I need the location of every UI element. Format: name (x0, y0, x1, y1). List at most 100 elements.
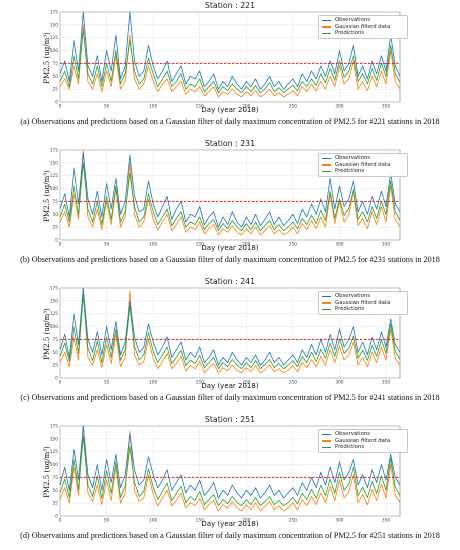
series-line-observations (59, 11, 401, 90)
series-line-predictions (59, 435, 401, 507)
x-tick-label: 350 (382, 104, 390, 110)
x-tick-label: 50 (104, 104, 110, 110)
x-tick-label: 200 (242, 518, 250, 524)
y-tick-label: 25 (53, 501, 59, 507)
legend-swatch (322, 157, 331, 159)
series-line-observations (59, 287, 401, 366)
x-tick-label: 100 (149, 518, 157, 524)
chart-panel-221: Station : 221 0 25 50 75 100 125 150 175 0 50 100 1… (0, 0, 460, 134)
series-line-gaussian (59, 24, 401, 98)
legend-swatch (322, 164, 331, 166)
legend-swatch (322, 171, 331, 173)
legend-swatch (322, 440, 331, 442)
figure-caption: (b) Observations and predictions based o… (20, 255, 440, 264)
legend-entry-observations: Observations (322, 293, 404, 300)
x-tick-label: 50 (104, 518, 110, 524)
x-tick-label: 250 (289, 242, 297, 248)
series-line-predictions (59, 295, 401, 370)
chart-title: Station : 231 (204, 139, 256, 148)
x-tick-label: 100 (149, 380, 157, 386)
chart-title: Station : 241 (204, 277, 256, 286)
legend-entry-gaussian: Gaussian filterd data (322, 24, 404, 31)
chart-title: Station : 251 (204, 415, 256, 424)
y-tick-label: 0 (55, 514, 58, 520)
legend-entry-observations: Observations (322, 17, 404, 24)
x-axis-label: Day (year 2018) (201, 106, 259, 114)
x-tick-label: 150 (196, 104, 204, 110)
y-axis-label: PM2.5 (ug/m³) (43, 32, 51, 84)
series-line-predictions (59, 162, 401, 232)
y-tick-label: 125 (50, 173, 58, 179)
y-axis-label: PM2.5 (ug/m³) (43, 170, 51, 222)
x-tick-label: 300 (335, 104, 343, 110)
chart-title: Station : 221 (204, 1, 256, 10)
y-tick-label: 75 (53, 61, 59, 67)
x-tick-label: 100 (149, 242, 157, 248)
y-tick-label: 150 (50, 22, 58, 28)
legend-swatch (322, 19, 331, 21)
legend: Observations Gaussian filterd data Predi… (318, 291, 408, 316)
x-tick-label: 200 (242, 242, 250, 248)
x-axis-label: Day (year 2018) (201, 520, 259, 528)
y-tick-label: 175 (50, 10, 58, 16)
legend-entry-predictions: Predictions (322, 30, 404, 37)
x-tick-label: 200 (242, 104, 250, 110)
y-tick-label: 175 (50, 286, 58, 292)
y-tick-label: 150 (50, 436, 58, 442)
y-tick-label: 100 (50, 48, 58, 54)
legend: Observations Gaussian filterd data Predi… (318, 429, 408, 454)
x-tick-label: 50 (104, 380, 110, 386)
legend-entry-gaussian: Gaussian filterd data (322, 300, 404, 307)
figure-caption: (d) Observations and predictions based o… (20, 531, 440, 540)
y-tick-label: 125 (50, 35, 58, 41)
y-tick-label: 25 (53, 87, 59, 93)
y-tick-label: 25 (53, 363, 59, 369)
figure-caption: (a) Observations and predictions based o… (20, 117, 440, 126)
y-axis-label: PM2.5 (ug/m³) (43, 308, 51, 360)
y-tick-label: 150 (50, 160, 58, 166)
legend-entry-gaussian: Gaussian filterd data (322, 162, 404, 169)
x-tick-label: 300 (335, 380, 343, 386)
chart-panel-231: Station : 231 0 25 50 75 100 125 150 175 0 50 100 1… (0, 138, 460, 272)
x-tick-label: 50 (104, 242, 110, 248)
legend-swatch (322, 26, 331, 28)
chart-panel-241: Station : 241 0 25 50 75 100 125 150 175 0 50 100 1… (0, 276, 460, 410)
y-tick-label: 100 (50, 186, 58, 192)
figure-caption: (c) Observations and predictions based o… (20, 393, 440, 402)
x-axis-label: Day (year 2018) (201, 244, 259, 252)
series-line-observations (59, 152, 401, 228)
y-tick-label: 75 (53, 475, 59, 481)
y-tick-label: 75 (53, 337, 59, 343)
legend-entry-gaussian: Gaussian filterd data (322, 438, 404, 445)
series-line-observations (59, 425, 401, 499)
legend-swatch (322, 447, 331, 449)
legend-entry-predictions: Predictions (322, 444, 404, 451)
y-tick-label: 50 (53, 488, 59, 494)
series-line-gaussian (59, 425, 401, 512)
legend-entry-predictions: Predictions (322, 306, 404, 313)
legend-swatch (322, 309, 331, 311)
x-tick-label: 350 (382, 242, 390, 248)
y-tick-label: 0 (55, 376, 58, 382)
x-tick-label: 200 (242, 380, 250, 386)
y-tick-label: 150 (50, 298, 58, 304)
x-tick-label: 0 (59, 242, 62, 248)
y-tick-label: 50 (53, 74, 59, 80)
x-tick-label: 300 (335, 518, 343, 524)
x-tick-label: 300 (335, 242, 343, 248)
x-tick-label: 0 (59, 380, 62, 386)
legend-swatch (322, 295, 331, 297)
x-tick-label: 150 (196, 518, 204, 524)
y-tick-label: 100 (50, 462, 58, 468)
y-tick-label: 125 (50, 311, 58, 317)
x-axis-label: Day (year 2018) (201, 382, 259, 390)
x-tick-label: 0 (59, 104, 62, 110)
y-tick-label: 175 (50, 424, 58, 430)
legend-entry-observations: Observations (322, 431, 404, 438)
x-tick-label: 350 (382, 518, 390, 524)
series-line-predictions (59, 29, 401, 94)
y-tick-label: 75 (53, 199, 59, 205)
x-tick-label: 250 (289, 380, 297, 386)
chart-panel-251: Station : 251 0 25 50 75 100 125 150 175 0 50 100 1… (0, 414, 460, 548)
x-tick-label: 0 (59, 518, 62, 524)
